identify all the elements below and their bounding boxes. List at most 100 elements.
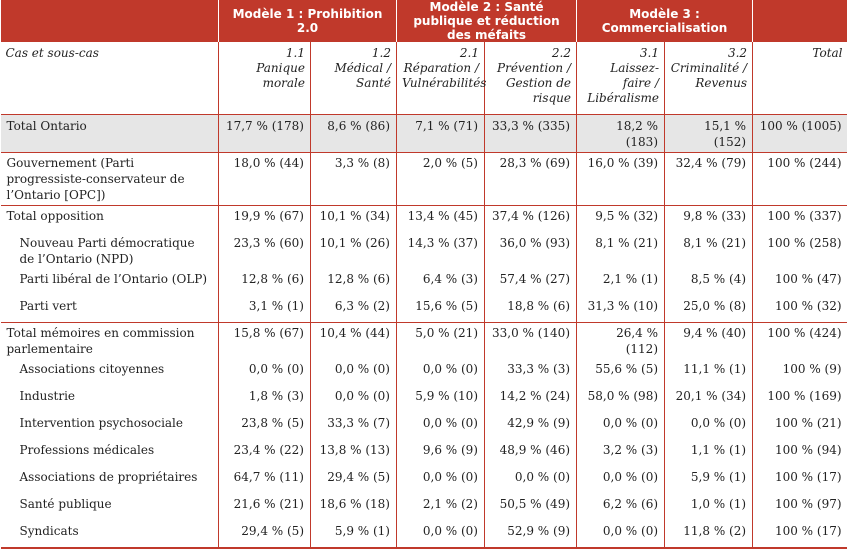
subcase-3-1: 3.1 Laissez-faire / Libéralisme — [576, 42, 665, 115]
data-cell: 23,8 % (5) — [218, 413, 311, 440]
data-cell: 5,0 % (21) — [396, 322, 485, 359]
data-cell: 32,4 % (79) — [664, 152, 753, 206]
data-cell: 6,2 % (6) — [576, 494, 665, 521]
cases-label: Cas et sous-cas — [5, 46, 99, 60]
model-header-row: Modèle 1 : Prohibition 2.0 Modèle 2 : Sa… — [0, 0, 847, 42]
subcase-number: 1.1 — [285, 46, 305, 60]
data-cell: 5,9 % (1) — [664, 467, 753, 494]
data-cell: 31,3 % (10) — [576, 295, 665, 323]
table-row: Associations citoyennes 0,0 % (0) 0,0 % (0… — [1, 359, 847, 386]
data-cell: 2,1 % (1) — [576, 268, 665, 296]
data-cell: 8,6 % (86) — [310, 114, 397, 153]
model-1-header: Modèle 1 : Prohibition 2.0 — [218, 0, 397, 42]
data-cell: 8,5 % (4) — [664, 268, 753, 296]
subcase-number: 3.2 — [727, 46, 748, 60]
row-total-cell: 100 % (337) — [752, 205, 847, 233]
data-cell: 11,1 % (1) — [664, 359, 753, 386]
row-label: Total mémoires en commission parlementai… — [0, 322, 219, 359]
row-total-cell: 100 % (424) — [752, 322, 847, 359]
table-row: Professions médicales 23,4 % (22) 13,8 % (… — [1, 440, 847, 467]
table-row: Total Ontario 17,7 % (178) 8,6 % (86) 7,1 %… — [0, 114, 847, 153]
data-cell: 37,4 % (126) — [483, 205, 577, 233]
subcase-name: Laissez-faire / Libéralisme — [587, 61, 660, 105]
subcase-name: Réparation / Vulnérabilités — [402, 61, 487, 90]
data-cell: 36,0 % (93) — [483, 232, 577, 269]
data-cell: 64,7 % (11) — [218, 467, 311, 494]
data-cell: 0,0 % (0) — [396, 413, 485, 440]
data-cell: 0,0 % (0) — [396, 359, 485, 386]
row-total-cell: 100 % (9) — [752, 359, 847, 386]
row-label: Total Ontario — [0, 114, 219, 153]
data-cell: 1,0 % (1) — [664, 494, 753, 521]
subcase-name: Médical / Santé — [334, 61, 391, 90]
data-cell: 29,4 % (5) — [310, 467, 397, 494]
data-cell: 8,1 % (21) — [576, 232, 665, 269]
data-cell: 1,1 % (1) — [664, 440, 753, 467]
data-cell: 0,0 % (0) — [576, 521, 665, 549]
subcase-name: Panique morale — [256, 61, 305, 90]
data-cell: 3,2 % (3) — [576, 440, 665, 467]
data-cell: 33,3 % (3) — [483, 359, 577, 386]
data-cell: 0,0 % (0) — [310, 359, 397, 386]
table-row: Associations de propriétaires 64,7 % (11)… — [1, 467, 847, 494]
row-total-cell: 100 % (258) — [752, 232, 847, 269]
data-cell: 13,8 % (13) — [310, 440, 397, 467]
data-cell: 17,7 % (178) — [218, 114, 311, 153]
row-total-cell: 100 % (94) — [752, 440, 847, 467]
total-label: Total — [812, 46, 843, 60]
data-cell: 5,9 % (10) — [396, 386, 485, 413]
data-cell: 33,0 % (140) — [483, 322, 577, 359]
data-cell: 57,4 % (27) — [483, 268, 577, 296]
subcase-name: Prévention / Gestion de risque — [497, 61, 572, 105]
data-cell: 58,0 % (98) — [576, 386, 665, 413]
data-cell: 21,6 % (21) — [218, 494, 311, 521]
subcase-total: Total — [752, 42, 847, 115]
table-row: Parti vert 3,1 % (1) 6,3 % (2) 15,6 % (5) 18… — [1, 295, 847, 323]
data-cell: 3,3 % (8) — [310, 152, 397, 206]
data-cell: 0,0 % (0) — [576, 413, 665, 440]
data-cell: 55,6 % (5) — [576, 359, 665, 386]
data-cell: 14,2 % (24) — [483, 386, 577, 413]
row-label: Associations de propriétaires — [19, 470, 198, 484]
data-cell: 0,0 % (0) — [483, 467, 577, 494]
table-row: Parti libéral de l’Ontario (OLP) 12,8 % (… — [1, 268, 847, 296]
data-cell: 12,8 % (6) — [310, 268, 397, 296]
data-cell: 33,3 % (7) — [310, 413, 397, 440]
data-cell: 13,4 % (45) — [396, 205, 485, 233]
data-cell: 7,1 % (71) — [396, 114, 485, 153]
data-cell: 20,1 % (34) — [664, 386, 753, 413]
data-cell: 29,4 % (5) — [218, 521, 311, 549]
subcase-2-1: 2.1 Réparation / Vulnérabilités — [396, 42, 487, 115]
row-label: Santé publique — [19, 497, 112, 511]
data-cell: 5,9 % (1) — [310, 521, 397, 549]
table-row: Syndicats 29,4 % (5) 5,9 % (1) 0,0 % (0) 52,… — [0, 521, 847, 549]
subcase-number: 2.1 — [459, 46, 479, 60]
data-cell: 11,8 % (2) — [664, 521, 753, 549]
row-label: Syndicats — [0, 521, 219, 549]
table-row: Gouvernement (Parti progressiste-conserv… — [0, 152, 847, 206]
data-cell: 10,4 % (44) — [310, 322, 397, 359]
subcase-1-2: 1.2 Médical / Santé — [310, 42, 397, 115]
row-total-cell: 100 % (169) — [752, 386, 847, 413]
row-total-cell: 100 % (17) — [752, 467, 847, 494]
table-row: Intervention psychosociale 23,8 % (5) 33,3… — [1, 413, 847, 440]
row-label: Parti libéral de l’Ontario (OLP) — [19, 271, 208, 286]
row-total-cell: 100 % (32) — [752, 295, 847, 323]
data-cell: 3,1 % (1) — [218, 295, 311, 323]
row-label: Professions médicales — [19, 443, 155, 457]
data-cell: 0,0 % (0) — [218, 359, 311, 386]
subcase-number: 1.2 — [371, 46, 391, 60]
table-row: Total mémoires en commission parlementai… — [0, 322, 847, 359]
row-label: Total opposition — [0, 205, 219, 233]
data-cell: 28,3 % (69) — [483, 152, 577, 206]
row-total-cell: 100 % (47) — [752, 268, 847, 296]
row-label: Associations citoyennes — [19, 362, 165, 376]
data-cell: 23,4 % (22) — [218, 440, 311, 467]
model-3-header: Modèle 3 : Commercialisation — [576, 0, 753, 42]
table-row: Industrie 1,8 % (3) 0,0 % (0) 5,9 % (10) 14,… — [1, 386, 847, 413]
data-cell: 18,2 % (183) — [576, 114, 665, 153]
data-cell: 9,4 % (40) — [664, 322, 753, 359]
row-label: Industrie — [19, 389, 76, 403]
data-cell: 6,4 % (3) — [396, 268, 485, 296]
data-cell: 10,1 % (26) — [310, 232, 397, 269]
